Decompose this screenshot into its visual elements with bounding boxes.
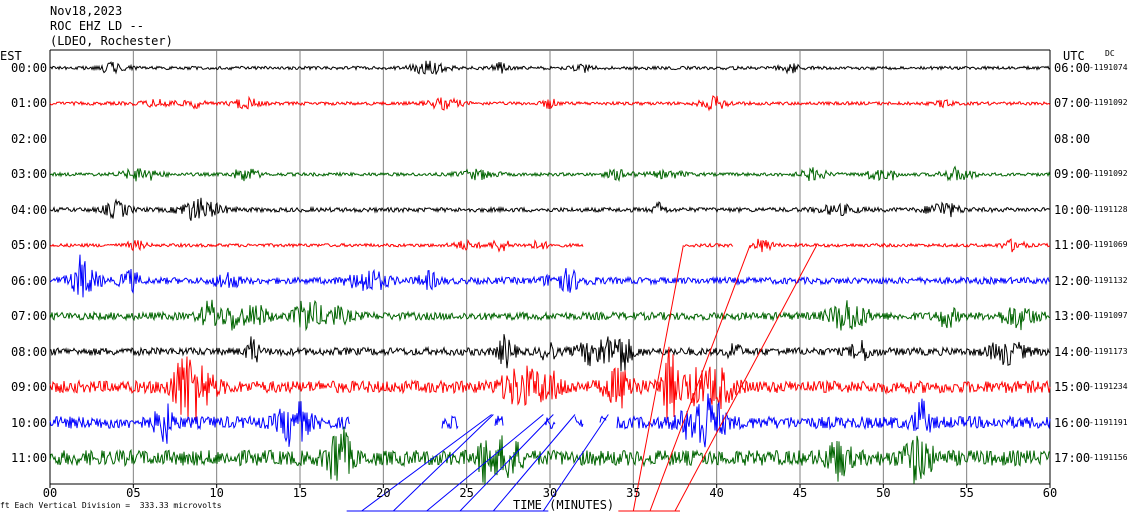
- est-hour-label: 00:00: [11, 61, 48, 75]
- utc-hour-label: 07:00: [1054, 96, 1091, 111]
- est-hour-label: 04:00: [11, 202, 48, 217]
- dc-offset-value: -1191173: [1089, 346, 1128, 356]
- trace-0000: [50, 60, 1051, 75]
- est-hour-label: 11:00: [11, 450, 48, 465]
- utc-hour-label: 08:00: [1054, 131, 1091, 146]
- utc-hour-label: 13:00: [1054, 309, 1091, 324]
- x-tick-label: 15: [292, 486, 308, 500]
- dc-offset-value: -1191074: [1089, 63, 1128, 72]
- est-hour-label: 02:00: [11, 131, 48, 146]
- x-tick-label: 25: [459, 486, 474, 500]
- dc-label: DC: [1105, 49, 1115, 58]
- scale-prefix: ft: [0, 501, 10, 510]
- x-tick-label: 40: [709, 486, 724, 500]
- est-hour-label: 07:00: [11, 309, 48, 324]
- utc-hour-label: 11:00: [1054, 238, 1091, 253]
- dropout-line: [392, 414, 494, 512]
- station-label: ROC EHZ LD --: [50, 19, 144, 33]
- x-tick-label: 45: [792, 486, 808, 500]
- dropout-line: [426, 414, 544, 512]
- left-axis-title: EST: [0, 49, 22, 63]
- x-tick-label: 10: [209, 486, 224, 500]
- date-label: Nov18,2023: [50, 4, 123, 18]
- x-tick-label: 20: [376, 486, 391, 500]
- x-tick-label: 55: [959, 486, 974, 500]
- x-tick-label: 35: [626, 486, 641, 500]
- dropout-line: [674, 245, 818, 512]
- utc-hour-label: 06:00: [1054, 61, 1091, 75]
- est-hour-label: 06:00: [11, 273, 48, 288]
- est-hour-label: 01:00: [11, 96, 48, 111]
- trace-0700: [49, 299, 1051, 332]
- est-hour-label: 03:00: [11, 167, 48, 182]
- utc-hour-label: 12:00: [1054, 273, 1091, 288]
- x-tick-label: 50: [876, 486, 891, 500]
- trace-0400: [49, 197, 1051, 221]
- trace-0500: [49, 238, 1051, 253]
- utc-hour-label: 09:00: [1054, 167, 1091, 182]
- utc-hour-label: 10:00: [1054, 202, 1091, 217]
- trace-0100: [49, 95, 1051, 112]
- dc-offset-value: -1191092: [1089, 98, 1128, 108]
- dc-offset-value: -1191128: [1089, 204, 1128, 214]
- trace-1100: [49, 426, 1051, 485]
- dropout-line: [632, 245, 684, 512]
- dropout-line: [542, 414, 609, 512]
- x-tick-label: 00: [42, 486, 58, 500]
- grid-layer: [49, 49, 1051, 488]
- trace-0300: [49, 165, 1051, 182]
- trace-0600: [49, 254, 1050, 298]
- utc-hour-label: 14:00: [1054, 344, 1091, 359]
- dropout-line: [361, 414, 492, 512]
- dropout-layer: [346, 245, 818, 512]
- trace-1000: [49, 393, 1051, 448]
- x-axis-label: TIME (MINUTES): [513, 498, 615, 512]
- dc-offset-value: -1191069: [1089, 240, 1128, 250]
- dropout-line: [492, 414, 576, 512]
- network-label: (LDEO, Rochester): [50, 34, 173, 48]
- est-hour-label: 09:00: [11, 380, 48, 395]
- dc-offset-value: -1191092: [1089, 169, 1128, 179]
- est-hour-label: 08:00: [11, 344, 48, 359]
- utc-hour-label: 15:00: [1054, 380, 1091, 395]
- right-axis-title: UTC: [1063, 49, 1085, 63]
- dc-offset-value: -1191156: [1089, 452, 1128, 462]
- x-tick-label: 60: [1042, 486, 1058, 500]
- scale-note: ft Each Vertical Division = 333.33 micro…: [0, 502, 222, 510]
- dropout-line: [649, 245, 751, 512]
- dc-offset-value: -1191191: [1089, 417, 1128, 427]
- dc-offset-value: -1191132: [1089, 275, 1128, 285]
- dc-offset-value: -1191234: [1089, 382, 1128, 392]
- x-tick-label: 30: [542, 486, 558, 500]
- trace-layer: [49, 60, 1051, 485]
- est-hour-label: 10:00: [11, 415, 48, 430]
- x-tick-label: 05: [126, 486, 141, 500]
- utc-hour-label: 16:00: [1054, 415, 1091, 430]
- est-hour-label: 05:00: [11, 238, 48, 253]
- dc-offset-value: -1191097: [1089, 311, 1128, 321]
- trace-0900: [49, 346, 1051, 423]
- dropout-line: [459, 414, 554, 512]
- utc-hour-label: 17:00: [1054, 450, 1091, 465]
- scale-text: Each Vertical Division = 333.33 microvol…: [14, 501, 222, 510]
- trace-0800: [49, 334, 1051, 372]
